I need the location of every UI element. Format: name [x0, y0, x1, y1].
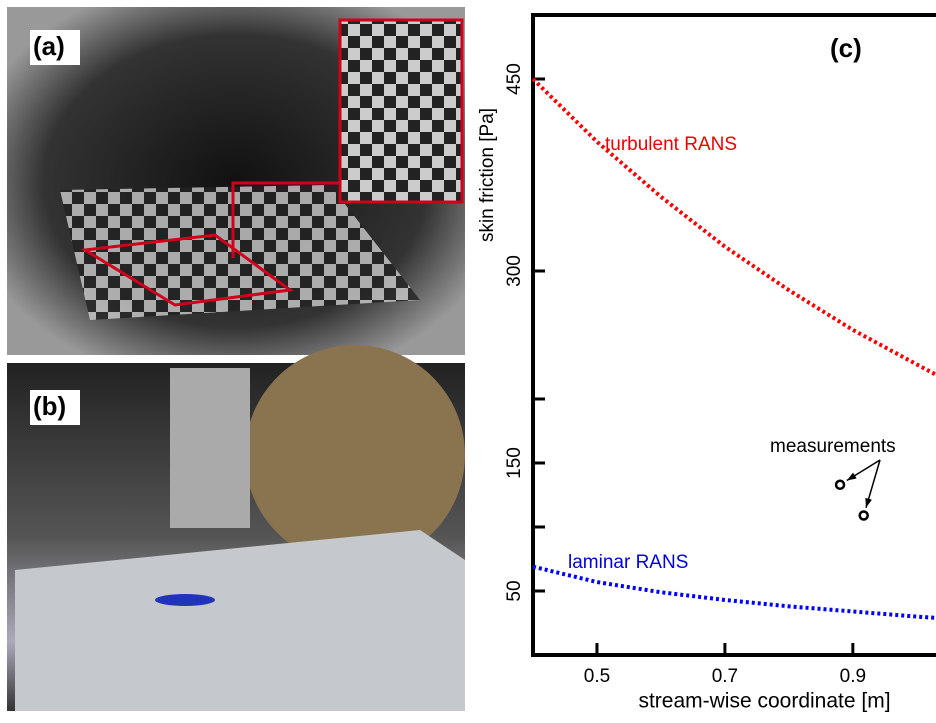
- marker: [836, 481, 844, 489]
- marker: [860, 511, 868, 519]
- annotation: laminar RANS: [568, 552, 688, 573]
- line: [533, 567, 936, 618]
- y-tick-label: 300: [504, 255, 525, 287]
- chart: 50 150 300 450 0.5 0.7 0.9 stream-wise coordina…: [477, 15, 936, 713]
- y-axis-label: skin friction [Pa]: [477, 108, 498, 242]
- panel-label: (b): [33, 391, 66, 421]
- panel-label: (c): [830, 33, 862, 63]
- photo-a: (a): [7, 7, 465, 355]
- line: [533, 79, 936, 375]
- panel-label: (a): [33, 31, 65, 61]
- annotation: measurements: [770, 436, 896, 457]
- arrow-head: [865, 498, 872, 508]
- y-tick-label: 150: [504, 447, 525, 479]
- photo-b: (b): [7, 345, 465, 711]
- x-tick-label: 0.5: [584, 666, 610, 687]
- figure: (a) (b) 50 150 300 450 0.5 0.7 0.9 stream-wise …: [0, 0, 936, 718]
- x-tick-label: 0.9: [840, 666, 866, 687]
- arrow-head: [847, 473, 857, 481]
- y-tick-label: 450: [504, 63, 525, 95]
- page: {"panels": {"a": {"label": "(a)"}, "b": …: [0, 0, 936, 718]
- x-axis-label: stream-wise coordinate [m]: [638, 690, 890, 713]
- x-tick-label: 0.7: [712, 666, 738, 687]
- y-tick-label: 50: [504, 580, 525, 601]
- annotation: turbulent RANS: [605, 134, 737, 155]
